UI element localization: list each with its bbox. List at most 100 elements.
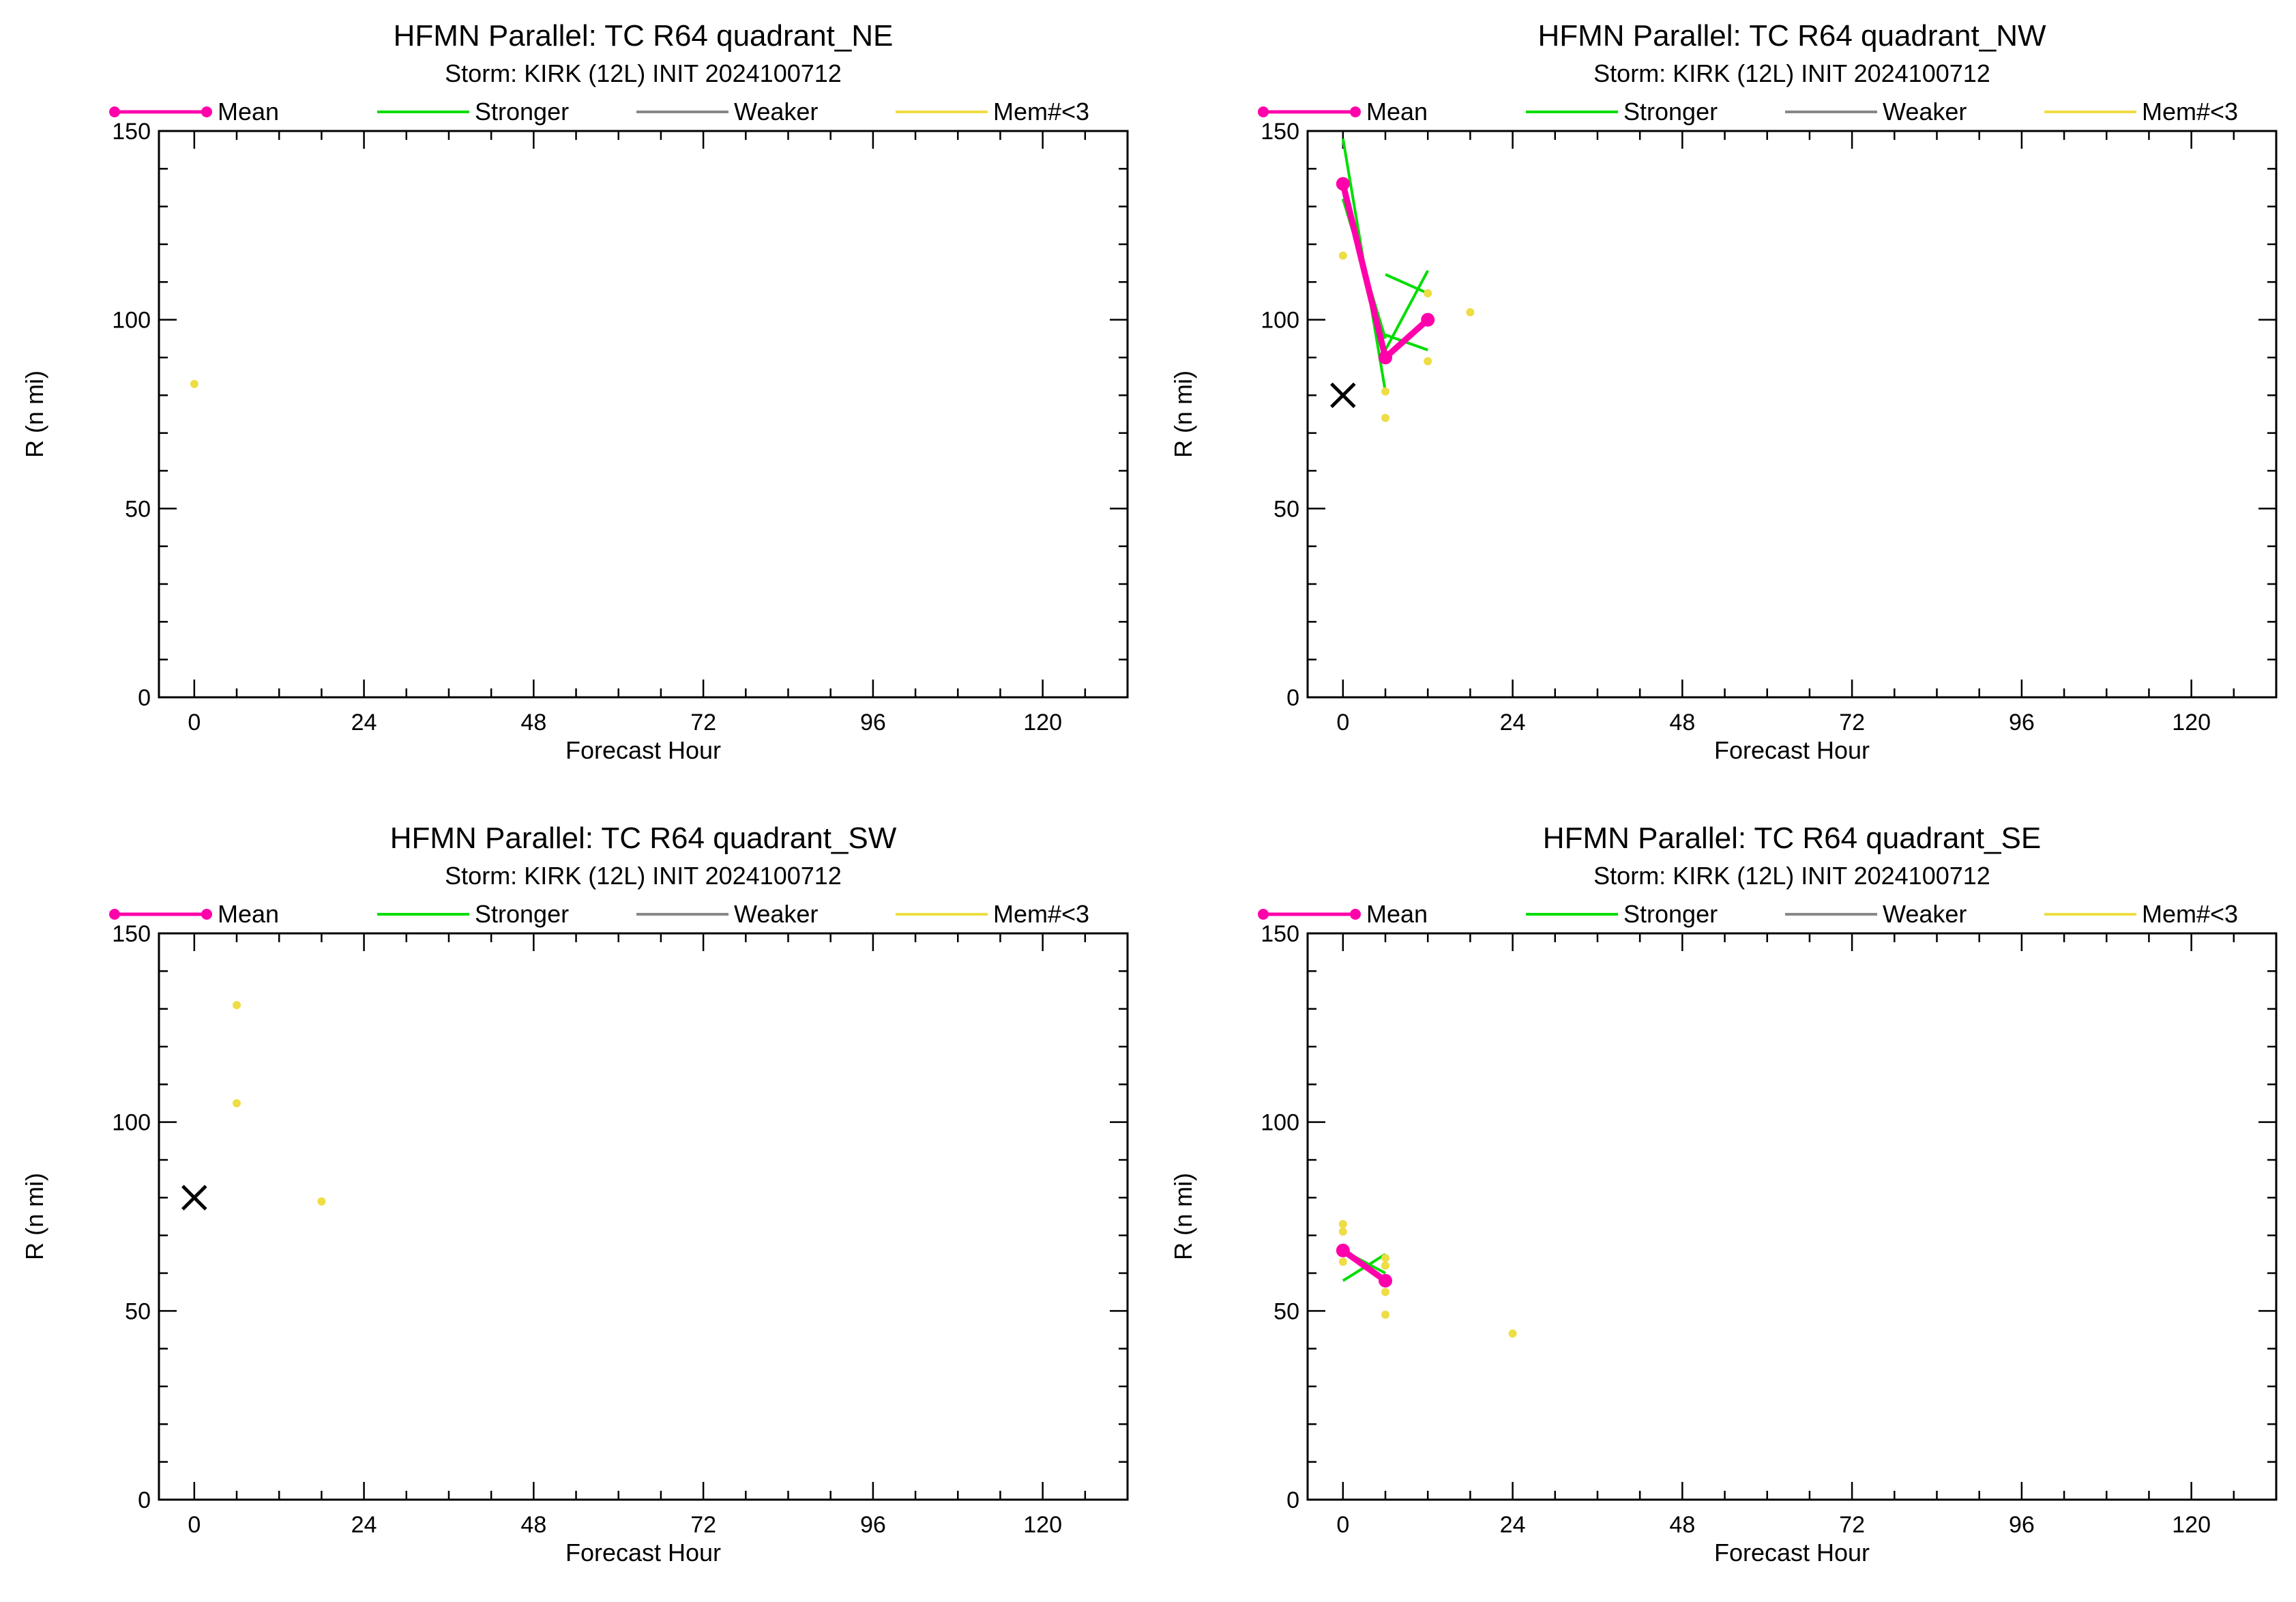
mean-line — [1341, 1248, 1387, 1283]
mean-point — [1336, 1243, 1350, 1257]
legend: Mean Stronger Weaker Mem#<3 — [109, 900, 1089, 928]
y-tick-label: 100 — [1261, 308, 1299, 334]
mean-point — [1336, 177, 1350, 191]
x-tick-label: 120 — [2172, 710, 2211, 736]
mem-lt3-point — [1338, 1220, 1347, 1229]
legend-marker — [1350, 106, 1361, 117]
x-axis: 0 24 48 72 96 120 — [1336, 933, 2235, 1538]
x-tick-label: 0 — [188, 710, 201, 736]
chart-title: HFMN Parallel: TC R64 quadrant_NW — [1538, 19, 2046, 53]
mem-lt3-point — [1381, 1310, 1390, 1319]
mean-point — [1379, 1274, 1393, 1288]
legend-label-3: Mem#<3 — [993, 98, 1089, 126]
legend-label-1: Stronger — [1623, 900, 1718, 928]
series — [1330, 138, 1475, 422]
mem-lt3-point — [1466, 308, 1475, 317]
mem-lt3-point — [1338, 251, 1347, 260]
y-axis: 0 50 100 150 — [112, 921, 1128, 1513]
y-axis-label: R (n mi) — [1169, 1173, 1197, 1260]
x-axis: 0 24 48 72 96 120 — [188, 131, 1087, 736]
y-tick-label: 100 — [1261, 1110, 1299, 1136]
legend-marker — [1258, 106, 1269, 117]
legend-marker — [201, 909, 212, 920]
chart-subtitle: Storm: KIRK (12L) INIT 2024100712 — [445, 59, 842, 87]
chart-panel-ne: HFMN Parallel: TC R64 quadrant_NE Storm: … — [20, 19, 1129, 764]
x-tick-label: 96 — [2009, 710, 2035, 736]
legend-marker — [1350, 909, 1361, 920]
chart-panel-se: HFMN Parallel: TC R64 quadrant_SE Storm: … — [1169, 821, 2278, 1567]
x-tick-label: 72 — [1839, 710, 1865, 736]
legend-marker — [109, 909, 120, 920]
x-axis-label: Forecast Hour — [1714, 1539, 1870, 1567]
mem-lt3-point — [1381, 1261, 1390, 1270]
mem-lt3-point — [1381, 413, 1390, 422]
observed-x-marker — [181, 1184, 207, 1211]
legend-label-2: Weaker — [1883, 900, 1967, 928]
chart-subtitle: Storm: KIRK (12L) INIT 2024100712 — [445, 862, 842, 890]
y-axis-label: R (n mi) — [20, 1173, 48, 1260]
x-axis: 0 24 48 72 96 120 — [188, 933, 1087, 1538]
y-axis-label: R (n mi) — [1169, 370, 1197, 458]
chart-panel-sw: HFMN Parallel: TC R64 quadrant_SW Storm: … — [20, 821, 1129, 1567]
y-tick-label: 100 — [112, 1110, 151, 1136]
legend-label-0: Mean — [1366, 900, 1428, 928]
legend-label-2: Weaker — [1883, 98, 1967, 126]
legend-label-3: Mem#<3 — [2142, 98, 2238, 126]
legend: Mean Stronger Weaker Mem#<3 — [109, 98, 1089, 126]
y-axis-label: R (n mi) — [20, 370, 48, 458]
mean-point — [1379, 351, 1393, 364]
plot-frame — [1306, 932, 2278, 1501]
x-marker-stroke — [1330, 382, 1356, 409]
mem-lt3-point — [317, 1197, 326, 1206]
legend-marker — [109, 106, 120, 117]
x-tick-label: 0 — [1336, 710, 1349, 736]
x-tick-label: 120 — [1023, 1512, 1062, 1538]
x-tick-label: 48 — [1669, 1512, 1695, 1538]
x-tick-label: 120 — [1023, 710, 1062, 736]
observed-x-marker — [1330, 382, 1356, 409]
y-axis: 0 50 100 150 — [1261, 119, 2276, 711]
x-tick-label: 24 — [1500, 1512, 1526, 1538]
x-tick-label: 96 — [860, 710, 886, 736]
series — [181, 1001, 326, 1211]
chart-title: HFMN Parallel: TC R64 quadrant_SW — [390, 821, 897, 855]
y-tick-label: 0 — [1286, 1487, 1299, 1513]
legend-label-1: Stronger — [475, 98, 569, 126]
x-tick-label: 24 — [351, 710, 377, 736]
legend-label-1: Stronger — [475, 900, 569, 928]
mem-lt3-point — [1424, 289, 1432, 297]
legend-label-0: Mean — [218, 900, 279, 928]
legend: Mean Stronger Weaker Mem#<3 — [1258, 98, 2238, 126]
x-marker-stroke — [181, 1184, 207, 1211]
chart-subtitle: Storm: KIRK (12L) INIT 2024100712 — [1593, 862, 1990, 890]
legend-marker — [1258, 909, 1269, 920]
mem-lt3-point — [233, 1001, 241, 1010]
y-tick-label: 0 — [138, 685, 151, 711]
x-tick-label: 72 — [1839, 1512, 1865, 1538]
x-tick-label: 24 — [351, 1512, 377, 1538]
x-tick-label: 72 — [690, 1512, 716, 1538]
mem-lt3-point — [233, 1099, 241, 1107]
y-tick-label: 50 — [1274, 496, 1299, 522]
y-tick-label: 0 — [1286, 685, 1299, 711]
y-tick-label: 50 — [125, 1298, 151, 1324]
chart-title: HFMN Parallel: TC R64 quadrant_NE — [394, 19, 894, 53]
y-tick-label: 100 — [112, 308, 151, 334]
series — [1336, 1220, 1517, 1338]
x-tick-label: 120 — [2172, 1512, 2211, 1538]
x-axis: 0 24 48 72 96 120 — [1336, 131, 2235, 736]
plot-frame — [1306, 130, 2278, 699]
x-tick-label: 72 — [690, 710, 716, 736]
y-tick-label: 0 — [138, 1487, 151, 1513]
y-tick-label: 50 — [125, 496, 151, 522]
legend-label-0: Mean — [218, 98, 279, 126]
x-tick-label: 48 — [520, 1512, 546, 1538]
chart-subtitle: Storm: KIRK (12L) INIT 2024100712 — [1593, 59, 1990, 87]
x-tick-label: 96 — [860, 1512, 886, 1538]
mem-lt3-point — [1338, 1227, 1347, 1236]
mem-lt3-point — [1338, 1257, 1347, 1266]
x-tick-label: 96 — [2009, 1512, 2035, 1538]
x-tick-label: 24 — [1500, 710, 1526, 736]
legend-label-3: Mem#<3 — [2142, 900, 2238, 928]
